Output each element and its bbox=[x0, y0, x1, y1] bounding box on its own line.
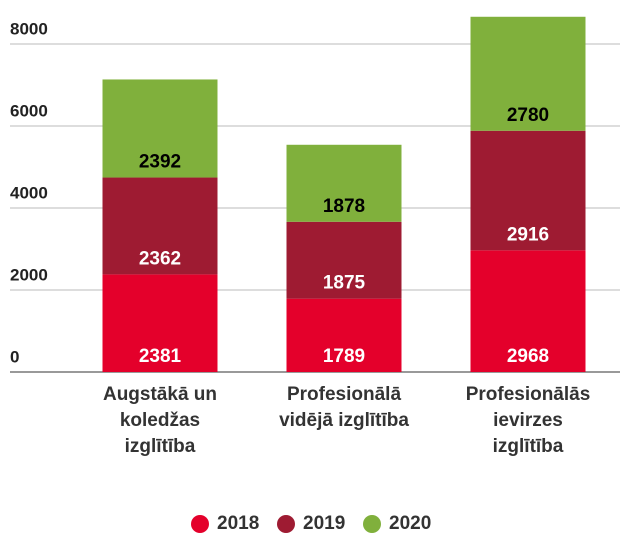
bar-segment bbox=[102, 177, 218, 275]
x-tick-label: Augstākā un koledžas izglītība bbox=[102, 384, 218, 457]
legend-swatch bbox=[363, 515, 381, 533]
data-label: 1789 bbox=[323, 346, 365, 367]
x-tick-label: Profesionālās ievirzes izglītība bbox=[465, 384, 591, 457]
bar-segment bbox=[470, 16, 586, 131]
bar-segment bbox=[102, 274, 218, 372]
bar-segment bbox=[102, 79, 218, 178]
bar-segment bbox=[470, 130, 586, 251]
data-label: 1878 bbox=[323, 196, 365, 217]
y-tick-label: 2000 bbox=[10, 265, 48, 284]
bar-segment bbox=[286, 144, 402, 222]
data-label: 2916 bbox=[507, 224, 549, 245]
y-tick-label: 6000 bbox=[10, 101, 48, 120]
y-tick-label: 0 bbox=[10, 347, 19, 366]
data-label: 2362 bbox=[139, 248, 181, 269]
legend-swatch bbox=[277, 515, 295, 533]
legend-label: 2019 bbox=[303, 513, 345, 534]
y-tick-label: 8000 bbox=[10, 19, 48, 38]
data-label: 2392 bbox=[139, 152, 181, 173]
legend-label: 2020 bbox=[389, 513, 431, 534]
data-label: 2381 bbox=[139, 346, 182, 367]
y-tick-label: 4000 bbox=[10, 183, 48, 202]
legend-swatch bbox=[191, 515, 209, 533]
data-label: 2780 bbox=[507, 105, 549, 126]
legend-label: 2018 bbox=[217, 513, 259, 534]
data-label: 2968 bbox=[507, 346, 549, 367]
bar-segment bbox=[470, 250, 586, 372]
x-tick-label: Profesionālā vidējā izglītība bbox=[279, 384, 409, 431]
bar-segment bbox=[286, 221, 402, 299]
bar-segment bbox=[286, 298, 402, 372]
data-label: 1875 bbox=[323, 273, 366, 294]
